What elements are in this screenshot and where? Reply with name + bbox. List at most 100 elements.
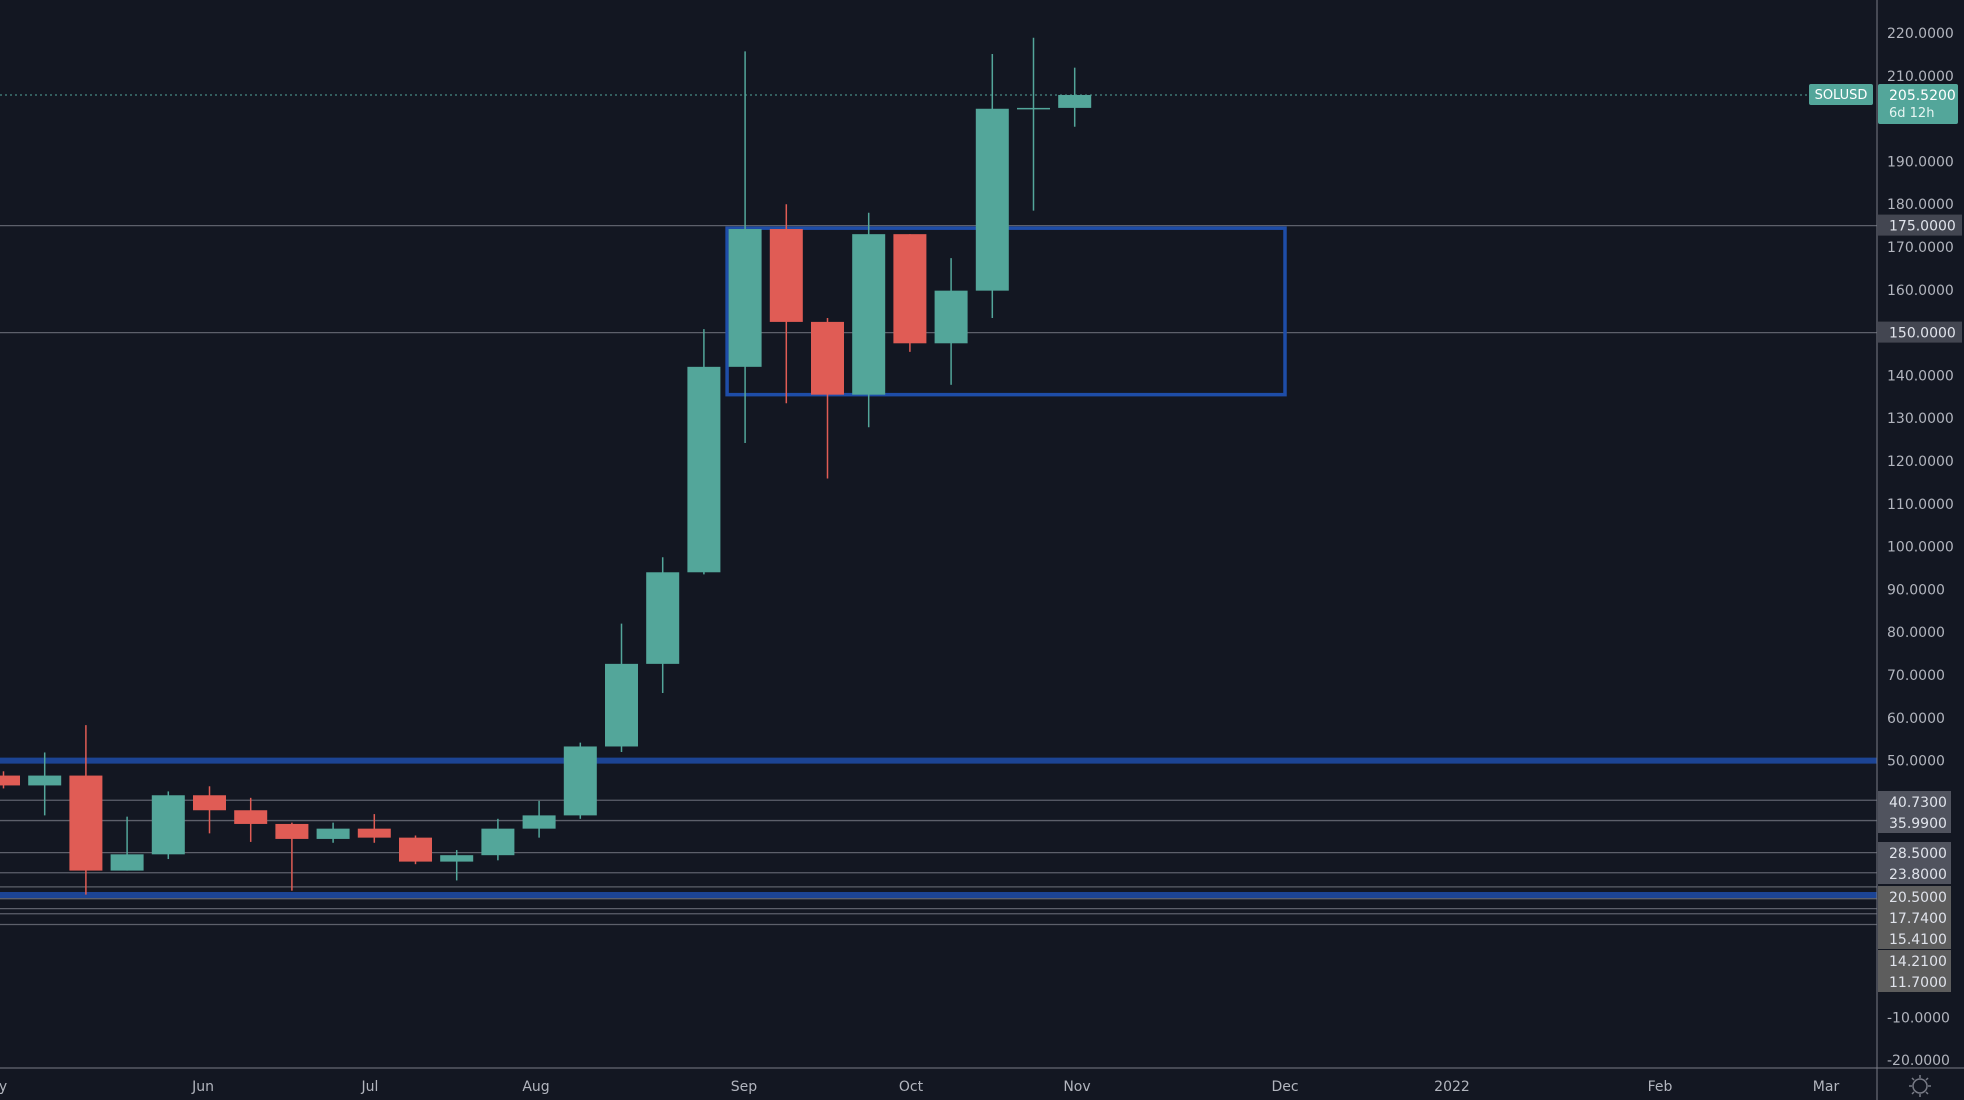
symbol-label: SOLUSD xyxy=(1809,84,1873,105)
y-tick-label: 80.0000 xyxy=(1887,625,1945,641)
gear-icon[interactable] xyxy=(1909,1075,1931,1097)
candle-body xyxy=(151,795,185,855)
y-tick-label: 190.0000 xyxy=(1887,154,1954,170)
y-tick-label: 160.0000 xyxy=(1887,283,1954,299)
level-label: 14.2100 xyxy=(1889,954,1947,970)
candle-body xyxy=(399,837,432,862)
time-axis[interactable]: y Jun Jul Aug Sep Oct Nov Dec 2022 Feb Mar xyxy=(0,1079,1839,1095)
candle-body xyxy=(1058,94,1092,108)
x-tick-label: Feb xyxy=(1648,1079,1673,1095)
candle-body xyxy=(1017,107,1050,110)
candle xyxy=(193,786,226,834)
level-label: 17.7400 xyxy=(1889,911,1947,927)
y-tick-label: 130.0000 xyxy=(1887,411,1954,427)
y-tick-label: 50.0000 xyxy=(1887,754,1945,770)
candle-body xyxy=(975,108,1009,291)
y-tick-label: 120.0000 xyxy=(1887,454,1954,470)
candle xyxy=(975,53,1009,319)
candle xyxy=(316,822,350,843)
candle xyxy=(522,800,556,838)
candle xyxy=(399,835,432,865)
candle xyxy=(275,822,309,891)
level-label: 175.0000 xyxy=(1889,219,1956,235)
level-label: 35.9900 xyxy=(1889,816,1947,832)
candle xyxy=(110,816,144,871)
candle xyxy=(563,742,597,819)
candle-body xyxy=(934,290,968,344)
level-label-bg xyxy=(1878,971,1951,992)
candle-body xyxy=(0,775,20,786)
candle xyxy=(1058,67,1092,127)
x-tick-label: Aug xyxy=(522,1079,549,1095)
y-tick-label: 90.0000 xyxy=(1887,582,1945,598)
y-tick-label: 210.0000 xyxy=(1887,69,1954,85)
symbol-text: SOLUSD xyxy=(1815,88,1868,103)
candle xyxy=(934,258,968,385)
level-label: 23.8000 xyxy=(1889,867,1947,883)
candle-body xyxy=(605,663,638,747)
candle-body xyxy=(28,775,62,786)
candle xyxy=(234,797,268,842)
candle-body xyxy=(357,828,391,838)
candle-body xyxy=(769,229,803,322)
level-label: 28.5000 xyxy=(1889,846,1947,862)
level-label-bg xyxy=(1878,842,1951,863)
candle xyxy=(605,623,638,753)
candle-body xyxy=(316,828,350,839)
candle xyxy=(646,557,680,693)
candle xyxy=(151,791,185,860)
last-price-label: 205.5200 6d 12h xyxy=(1878,84,1958,124)
candle xyxy=(481,818,515,861)
candle-body xyxy=(481,828,515,856)
price-axis[interactable]: 220.0000 210.0000 190.0000 180.0000 170.0000… xyxy=(1878,26,1962,1069)
y-tick-label: 60.0000 xyxy=(1887,711,1945,727)
x-tick-label: Sep xyxy=(731,1079,758,1095)
candles xyxy=(0,37,1092,895)
candle-body xyxy=(811,321,844,395)
candle-body xyxy=(69,775,103,871)
y-tick-label: 110.0000 xyxy=(1887,497,1954,513)
candle xyxy=(811,318,844,479)
y-tick-label: 180.0000 xyxy=(1887,197,1954,213)
x-tick-label: y xyxy=(0,1079,7,1095)
x-tick-label: Dec xyxy=(1271,1079,1298,1095)
level-label-bg xyxy=(1878,886,1951,907)
candle xyxy=(728,51,762,444)
candle-body xyxy=(193,795,226,811)
candle-body xyxy=(234,810,268,824)
level-label-bg xyxy=(1878,863,1951,884)
level-label-bg xyxy=(1878,214,1962,236)
level-label-bg xyxy=(1878,950,1951,971)
level-label-bg xyxy=(1878,928,1951,949)
y-tick-label: 220.0000 xyxy=(1887,26,1954,42)
candle-body xyxy=(687,366,721,573)
x-tick-label: Oct xyxy=(899,1079,924,1095)
x-tick-label: Jul xyxy=(361,1079,379,1095)
y-tick-label: 100.0000 xyxy=(1887,540,1954,556)
candle-body xyxy=(646,572,680,664)
x-tick-label: Mar xyxy=(1813,1079,1840,1095)
y-tick-label: 140.0000 xyxy=(1887,368,1954,384)
candle xyxy=(357,814,391,843)
level-lines xyxy=(0,224,1877,926)
candle xyxy=(0,771,20,789)
y-tick-label: -10.0000 xyxy=(1887,1010,1950,1026)
candle xyxy=(769,204,803,404)
y-tick-label: 170.0000 xyxy=(1887,240,1954,256)
candle xyxy=(893,234,927,352)
candle xyxy=(69,725,103,895)
candle xyxy=(1017,37,1050,211)
candle-body xyxy=(440,855,474,862)
level-label-bg xyxy=(1878,907,1951,928)
level-label: 20.5000 xyxy=(1889,890,1947,906)
y-tick-label: 70.0000 xyxy=(1887,668,1945,684)
x-tick-label: 2022 xyxy=(1434,1079,1470,1095)
candle-body xyxy=(728,229,762,367)
candle-body xyxy=(110,854,144,871)
y-tick-label: -20.0000 xyxy=(1887,1053,1950,1069)
candle-body xyxy=(852,234,886,395)
candle-body xyxy=(275,823,309,839)
x-tick-label: Jun xyxy=(191,1079,214,1095)
candle xyxy=(687,329,721,575)
